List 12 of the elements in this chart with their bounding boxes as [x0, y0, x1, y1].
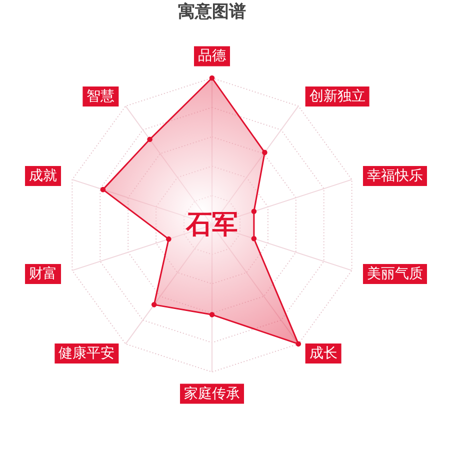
- spoke-label: 品德: [198, 48, 226, 64]
- spoke-label: 美丽气质: [366, 266, 423, 282]
- spoke-label: 创新独立: [309, 88, 366, 105]
- spoke-label: 成就: [29, 168, 58, 184]
- spoke-label: 家庭传承: [184, 386, 240, 402]
- spoke-label: 智慧: [86, 88, 115, 105]
- chart-title: 寓意图谱: [178, 2, 246, 22]
- spoke-label: 成长: [309, 345, 338, 362]
- text: 石军: [185, 210, 238, 240]
- spoke-label: 健康平安: [58, 345, 115, 362]
- spoke-label: 财富: [29, 266, 58, 282]
- spoke-label: 幸福快乐: [366, 168, 423, 184]
